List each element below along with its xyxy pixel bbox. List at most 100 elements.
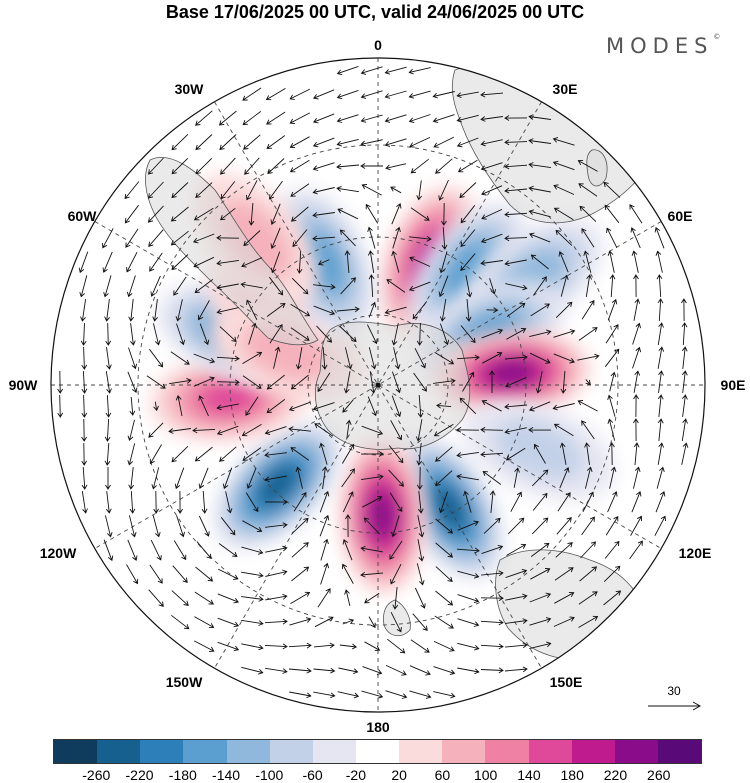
colorbar-swatch — [442, 740, 486, 763]
wind-arrow — [456, 426, 480, 433]
wind-arrow — [193, 376, 215, 387]
wind-arrow — [438, 491, 448, 514]
wind-arrow — [529, 232, 551, 243]
map-title: Base 17/06/2025 00 UTC, valid 24/06/2025… — [165, 2, 585, 22]
wind-arrow — [417, 539, 425, 562]
wind-arrow — [481, 544, 504, 555]
lon-label-150e: 150E — [549, 674, 583, 690]
wind-arrow — [367, 250, 375, 273]
wind-arrow — [339, 326, 357, 343]
wind-arrow — [505, 568, 528, 579]
wind-arrow — [384, 90, 407, 99]
wind-arrow — [216, 355, 240, 362]
wind-arrow — [457, 159, 478, 173]
wind-arrow — [578, 591, 598, 605]
wind-arrow — [242, 520, 263, 533]
wind-arrow — [529, 352, 551, 364]
wind-arrow — [465, 298, 472, 322]
wind-arrow — [125, 228, 139, 248]
wind-arrow — [150, 275, 161, 297]
wind-arrow — [313, 642, 335, 649]
wind-arrow — [605, 324, 619, 344]
wind-arrow — [510, 491, 522, 512]
wind-arrow — [409, 256, 431, 267]
lon-label-90w: 90W — [8, 377, 38, 393]
wind-arrow — [273, 346, 281, 369]
reference-vector-label: 30 — [667, 684, 681, 698]
wind-arrow — [105, 371, 112, 394]
colorbar-tick-label: 20 — [391, 767, 407, 783]
wind-arrow — [609, 371, 617, 392]
wind-arrow — [361, 474, 384, 481]
wind-arrow — [528, 138, 551, 144]
wind-arrow — [225, 491, 233, 514]
wind-arrow — [339, 643, 358, 650]
wind-arrow — [505, 283, 528, 291]
wind-arrow — [288, 426, 311, 433]
wind-arrow — [216, 259, 239, 266]
wind-arrow — [416, 322, 423, 346]
wind-arrow — [313, 305, 336, 316]
negative-anomaly — [393, 435, 505, 581]
wind-arrow — [148, 422, 164, 438]
wind-arrow — [505, 593, 528, 601]
wind-arrow — [336, 65, 359, 76]
wind-arrow — [384, 66, 407, 75]
wind-arrow — [103, 275, 112, 298]
wind-arrow — [384, 138, 407, 147]
wind-arrow — [480, 91, 504, 98]
wind-arrow — [605, 515, 619, 536]
wind-arrow — [345, 419, 352, 440]
wind-arrow — [553, 329, 576, 338]
wind-arrow — [435, 542, 454, 558]
wind-arrow — [390, 611, 402, 633]
wind-arrow — [361, 184, 382, 196]
wind-arrow — [149, 348, 164, 368]
wind-arrow — [217, 641, 240, 652]
wind-arrow — [480, 162, 503, 171]
wind-arrow — [456, 451, 479, 458]
wind-arrow — [266, 111, 286, 125]
wind-arrow — [432, 114, 455, 123]
wind-arrow — [220, 181, 236, 200]
wind-arrow — [81, 370, 88, 394]
colorbar-tick-label: -60 — [302, 767, 323, 783]
wind-arrow — [533, 276, 547, 296]
wind-arrow — [270, 203, 281, 225]
wind-arrow — [265, 593, 288, 601]
wind-arrow — [505, 618, 528, 624]
wind-arrow — [481, 328, 504, 339]
wind-arrow — [266, 399, 286, 414]
wind-arrow — [456, 114, 479, 123]
wind-arrow — [392, 587, 399, 610]
wind-arrow — [195, 182, 213, 198]
wind-arrow — [409, 136, 431, 148]
wind-arrow — [81, 491, 88, 514]
wind-arrow — [528, 185, 551, 193]
wind-arrow — [79, 275, 88, 298]
wind-arrow — [195, 566, 214, 582]
wind-arrow — [681, 298, 687, 322]
wind-arrow — [146, 375, 166, 389]
wind-arrow — [192, 427, 216, 434]
wind-arrow — [360, 139, 383, 147]
wind-arrow — [312, 187, 335, 195]
wind-arrow — [633, 274, 639, 298]
wind-arrow — [409, 690, 432, 699]
lon-label-60e: 60E — [667, 208, 693, 224]
wind-arrow — [385, 664, 407, 676]
wind-arrow — [657, 346, 665, 369]
wind-arrow — [248, 322, 257, 345]
wind-arrow — [246, 467, 257, 489]
wind-arrow — [393, 347, 401, 370]
wind-arrow — [149, 444, 162, 465]
wind-arrow — [681, 442, 689, 465]
wind-arrow — [417, 394, 424, 418]
wind-arrow — [316, 325, 333, 343]
wind-arrow — [290, 447, 310, 461]
wind-arrow — [267, 158, 285, 175]
colorbar-swatch — [571, 740, 615, 763]
wind-arrow — [216, 379, 240, 386]
wind-arrow — [290, 374, 309, 390]
wind-arrow — [504, 354, 528, 361]
